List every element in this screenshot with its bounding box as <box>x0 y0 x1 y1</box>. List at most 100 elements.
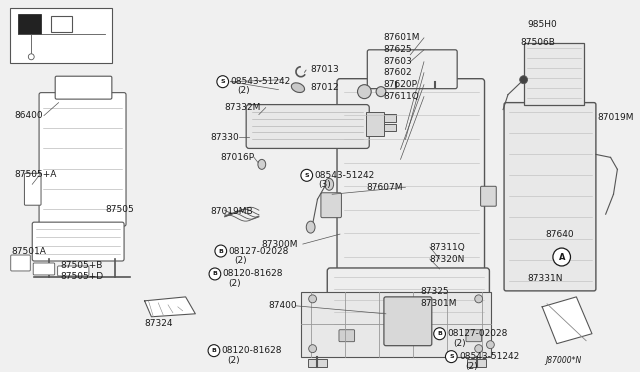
Circle shape <box>358 85 371 99</box>
FancyBboxPatch shape <box>11 255 30 271</box>
Text: 08120-81628: 08120-81628 <box>221 346 282 355</box>
Text: 87332M: 87332M <box>225 103 261 112</box>
FancyBboxPatch shape <box>24 173 41 205</box>
FancyBboxPatch shape <box>481 186 496 206</box>
Text: (2): (2) <box>228 279 241 288</box>
Text: 08543-51242: 08543-51242 <box>459 352 520 361</box>
Text: 87501A: 87501A <box>12 247 47 256</box>
FancyBboxPatch shape <box>58 266 89 276</box>
Circle shape <box>475 295 483 303</box>
Circle shape <box>308 345 317 353</box>
Bar <box>384 124 396 131</box>
Bar <box>17 14 41 34</box>
Text: S: S <box>449 354 454 359</box>
Text: 87019M: 87019M <box>598 113 634 122</box>
Ellipse shape <box>325 178 333 190</box>
Text: 87505+B: 87505+B <box>61 262 103 270</box>
Bar <box>51 16 72 32</box>
Text: 87611Q: 87611Q <box>383 92 419 101</box>
Text: B: B <box>218 248 223 254</box>
Circle shape <box>209 268 221 280</box>
FancyBboxPatch shape <box>337 79 484 274</box>
Bar <box>467 359 486 366</box>
Text: 08543-51242: 08543-51242 <box>230 77 291 86</box>
Text: 87620P: 87620P <box>383 80 417 89</box>
FancyBboxPatch shape <box>32 222 124 261</box>
Circle shape <box>475 345 483 353</box>
Text: 87601M: 87601M <box>383 33 419 42</box>
Text: A: A <box>559 253 565 262</box>
Text: 87640: 87640 <box>545 230 573 238</box>
FancyBboxPatch shape <box>55 76 112 99</box>
Text: 87311Q: 87311Q <box>430 243 465 251</box>
Text: 87325: 87325 <box>420 288 449 296</box>
Text: 87505+D: 87505+D <box>61 272 104 282</box>
Text: (2): (2) <box>237 86 250 95</box>
Circle shape <box>553 248 570 266</box>
Circle shape <box>376 87 386 97</box>
Text: 87301M: 87301M <box>420 299 456 308</box>
Text: 08543-51242: 08543-51242 <box>314 171 375 180</box>
Text: S: S <box>305 173 309 178</box>
Text: 87602: 87602 <box>383 68 412 77</box>
Circle shape <box>520 76 527 84</box>
Polygon shape <box>145 297 195 317</box>
Text: 87320N: 87320N <box>430 254 465 263</box>
Text: 87019MB: 87019MB <box>210 207 253 216</box>
Text: 87016P: 87016P <box>221 153 255 162</box>
Circle shape <box>308 295 317 303</box>
Text: B: B <box>211 348 216 353</box>
Text: 87324: 87324 <box>145 319 173 328</box>
Text: 86400: 86400 <box>15 111 44 120</box>
Text: 87506B: 87506B <box>521 38 556 47</box>
FancyBboxPatch shape <box>466 330 481 342</box>
Text: (2): (2) <box>465 362 477 371</box>
Text: (2): (2) <box>234 257 247 266</box>
Text: (3): (3) <box>319 180 332 189</box>
Bar <box>10 8 113 63</box>
FancyBboxPatch shape <box>33 263 54 275</box>
Circle shape <box>217 76 228 88</box>
FancyBboxPatch shape <box>367 50 457 89</box>
Ellipse shape <box>258 159 266 169</box>
Ellipse shape <box>307 221 315 233</box>
Text: S: S <box>220 79 225 84</box>
Text: 87607M: 87607M <box>366 183 403 192</box>
Circle shape <box>215 245 227 257</box>
Bar <box>301 292 492 357</box>
Text: 08127-02028: 08127-02028 <box>228 247 289 256</box>
Circle shape <box>486 341 494 349</box>
Circle shape <box>208 345 220 357</box>
FancyBboxPatch shape <box>246 105 369 148</box>
Text: 87603: 87603 <box>383 57 412 66</box>
Text: 87330: 87330 <box>210 133 239 142</box>
Text: 87012: 87012 <box>310 83 339 92</box>
Circle shape <box>28 54 34 60</box>
Bar <box>10 63 152 282</box>
Text: (2): (2) <box>453 339 466 348</box>
Text: 87331N: 87331N <box>527 275 563 283</box>
FancyBboxPatch shape <box>339 330 355 342</box>
Text: 87625: 87625 <box>383 45 412 54</box>
Text: 985H0: 985H0 <box>527 20 557 29</box>
Text: 87400: 87400 <box>269 301 297 310</box>
FancyBboxPatch shape <box>384 297 432 346</box>
Text: (2): (2) <box>228 356 240 365</box>
Bar <box>366 112 384 137</box>
Text: J87000*N: J87000*N <box>545 356 581 365</box>
Circle shape <box>434 328 445 340</box>
Circle shape <box>301 169 312 181</box>
Bar <box>308 359 327 366</box>
FancyBboxPatch shape <box>504 103 596 291</box>
Text: 87013: 87013 <box>310 65 339 74</box>
FancyBboxPatch shape <box>39 93 126 226</box>
Text: 87300M: 87300M <box>262 240 298 248</box>
Text: 87505: 87505 <box>106 205 134 214</box>
FancyBboxPatch shape <box>321 193 341 218</box>
Text: 87505+A: 87505+A <box>15 170 57 179</box>
Text: 08120-81628: 08120-81628 <box>223 269 284 279</box>
Bar <box>384 113 396 122</box>
Text: B: B <box>212 272 218 276</box>
Circle shape <box>445 351 457 363</box>
Polygon shape <box>542 297 592 344</box>
